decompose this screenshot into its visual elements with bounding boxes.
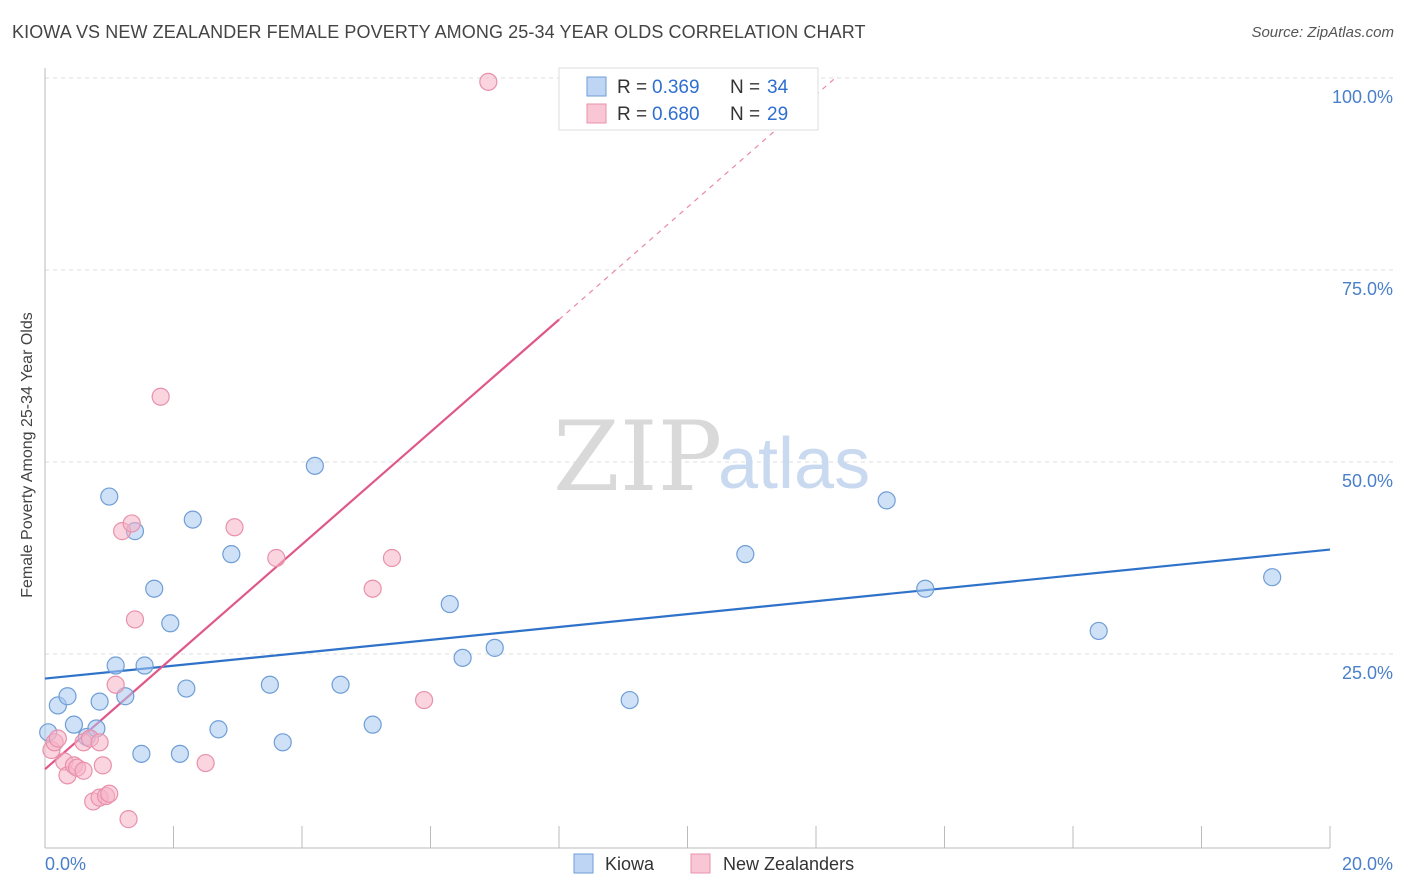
point-new-zealanders (100, 784, 119, 803)
point-kiowa (58, 687, 77, 706)
point-kiowa (363, 715, 382, 734)
point-new-zealanders (151, 387, 170, 406)
legend-n-label: N = (730, 104, 760, 125)
point-kiowa (916, 579, 935, 598)
point-new-zealanders (479, 72, 498, 91)
grid-lines (45, 77, 1393, 655)
point-kiowa (620, 690, 639, 710)
y-tick-label: 75.0% (1342, 279, 1393, 299)
legend-n-label: N = (730, 77, 760, 98)
point-kiowa (145, 579, 164, 598)
point-new-zealanders (48, 729, 67, 748)
point-kiowa (440, 594, 459, 614)
point-new-zealanders (122, 514, 141, 533)
series-legend: Kiowa New Zealanders (573, 853, 854, 874)
point-new-zealanders (363, 579, 382, 598)
point-kiowa (135, 656, 154, 675)
y-tick-labels: 100.0% 75.0% 50.0% 25.0% (1332, 87, 1393, 683)
point-new-zealanders (267, 548, 286, 568)
axes (44, 68, 1331, 849)
point-kiowa (260, 675, 279, 694)
series-legend-label: New Zealanders (723, 854, 854, 874)
point-new-zealanders (119, 810, 138, 829)
legend-swatch (586, 76, 607, 97)
watermark: ZIP atlas (553, 401, 870, 513)
legend-n-value: 34 (767, 77, 789, 98)
point-kiowa (132, 744, 151, 763)
y-tick-label: 25.0% (1342, 663, 1393, 683)
series-legend-swatch (690, 853, 711, 874)
series-legend-swatch (573, 853, 594, 874)
point-kiowa (170, 744, 190, 763)
legend-n-value: 29 (767, 104, 788, 125)
x-tick-label: 20.0% (1342, 854, 1393, 874)
data-points (39, 72, 1282, 829)
point-new-zealanders (225, 518, 244, 537)
y-tick-label: 50.0% (1342, 471, 1393, 491)
point-kiowa (1089, 621, 1108, 641)
point-kiowa (161, 614, 180, 633)
point-kiowa (331, 675, 350, 694)
stats-legend: R = 0.369 N = 34 R = 0.680 N = 29 (558, 67, 819, 131)
watermark-atlas: atlas (718, 424, 870, 504)
series-legend-label: Kiowa (605, 854, 655, 874)
point-kiowa (305, 456, 324, 475)
legend-r-label: R = (617, 77, 647, 98)
point-new-zealanders (125, 610, 145, 629)
trend-line-extension (558, 77, 836, 321)
x-tick-label: 0.0% (45, 854, 86, 874)
point-kiowa (209, 720, 228, 739)
point-kiowa (64, 715, 84, 734)
y-tick-label: 100.0% (1332, 87, 1393, 107)
point-kiowa (736, 545, 755, 564)
point-kiowa (1263, 568, 1282, 587)
point-new-zealanders (93, 756, 112, 775)
point-new-zealanders (196, 753, 215, 773)
point-new-zealanders (90, 733, 109, 752)
chart-title: KIOWA VS NEW ZEALANDER FEMALE POVERTY AM… (12, 22, 866, 42)
legend-r-value: 0.680 (652, 104, 700, 125)
x-tick-labels: 0.0% 20.0% (45, 854, 1393, 874)
point-kiowa (273, 733, 292, 752)
point-kiowa (222, 545, 241, 564)
trend-line-kiowa (44, 548, 1331, 680)
point-kiowa (100, 487, 119, 506)
point-new-zealanders (106, 675, 125, 694)
point-new-zealanders (414, 690, 434, 710)
point-kiowa (177, 679, 196, 698)
point-new-zealanders (382, 548, 402, 568)
point-new-zealanders (74, 761, 93, 780)
point-kiowa (877, 491, 896, 510)
legend-swatch (586, 103, 607, 124)
point-kiowa (453, 648, 472, 667)
point-kiowa (90, 692, 109, 711)
legend-r-label: R = (617, 104, 647, 125)
legend-r-value: 0.369 (652, 77, 700, 98)
source-label: Source: ZipAtlas.com (1251, 24, 1394, 41)
point-kiowa (485, 638, 504, 657)
point-kiowa (183, 510, 202, 529)
watermark-zip: ZIP (553, 401, 722, 513)
point-kiowa (106, 656, 125, 675)
